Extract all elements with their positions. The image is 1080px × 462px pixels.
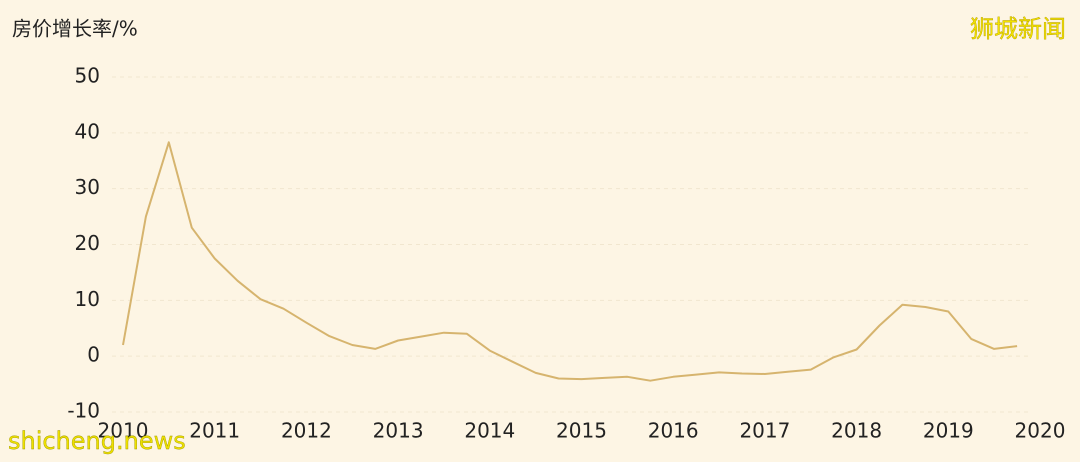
watermark: shicheng.news [8, 427, 186, 455]
x-tick-label: 2018 [831, 419, 882, 443]
x-tick-label: 2011 [189, 419, 240, 443]
data-line [122, 141, 1018, 382]
y-tick-label: 20 [75, 231, 100, 255]
y-tick-label: 40 [75, 119, 100, 143]
y-axis-label: 房价增长率/% [12, 17, 138, 41]
y-tick-label: 0 [87, 343, 100, 367]
y-tick-label: 10 [75, 287, 100, 311]
x-tick-label: 2012 [281, 419, 332, 443]
x-tick-label: 2010 [98, 419, 149, 443]
x-tick-label: 2017 [739, 419, 790, 443]
x-tick-label: 2014 [464, 419, 515, 443]
y-tick-label: 30 [75, 175, 100, 199]
x-tick-label: 2016 [648, 419, 699, 443]
y-tick-label: 50 [75, 64, 100, 88]
x-tick-label: 2015 [556, 419, 607, 443]
x-tick-label: 2013 [373, 419, 424, 443]
watermark: 狮城新闻 [970, 15, 1066, 43]
x-tick-label: 2020 [1015, 419, 1066, 443]
y-tick-label: -10 [67, 399, 100, 423]
x-tick-label: 2019 [923, 419, 974, 443]
